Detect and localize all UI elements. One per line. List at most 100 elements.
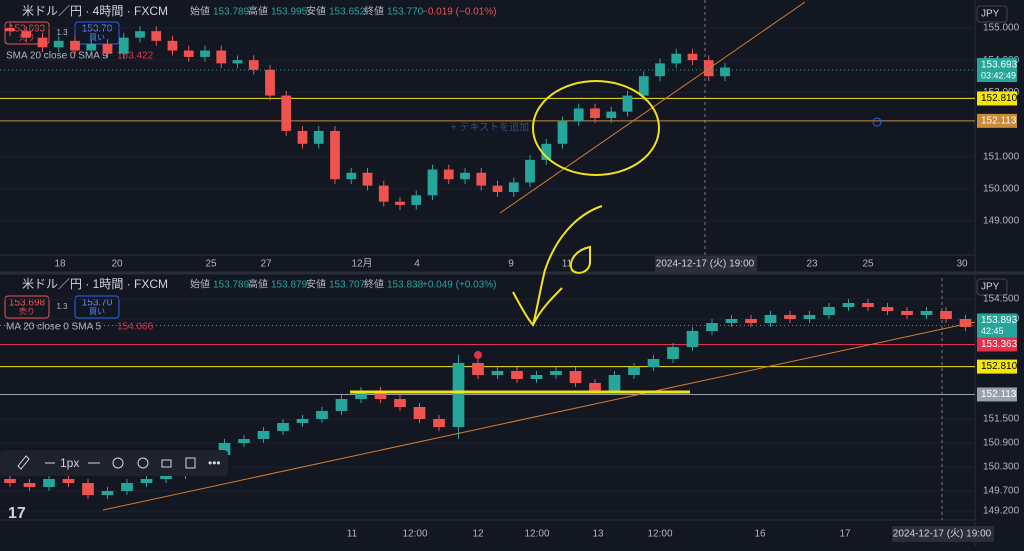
x-tick-label: 9 xyxy=(508,259,514,270)
more-icon[interactable]: ••• xyxy=(208,456,221,470)
candle-body xyxy=(378,185,389,202)
ohlc-value: 153.707 xyxy=(329,280,366,291)
candle-body xyxy=(238,439,250,443)
buy-button[interactable] xyxy=(74,21,120,45)
candle-body xyxy=(667,347,679,359)
candle-body xyxy=(764,315,777,323)
x-tick-label: 12:00 xyxy=(647,529,672,540)
spread: 1.3 xyxy=(56,28,68,37)
candle-body xyxy=(281,95,292,131)
x-tick-label: 4 xyxy=(414,259,420,270)
candle-body xyxy=(686,331,699,347)
indicator-value: 154.066 xyxy=(117,322,154,333)
candle-body xyxy=(297,130,308,144)
ohlc-name: 安値 xyxy=(306,278,326,291)
candle-body xyxy=(160,475,172,479)
ohlc-name: 高値 xyxy=(248,278,268,291)
buy-label: 買い xyxy=(89,33,105,42)
candle-body xyxy=(86,44,97,51)
candle-body xyxy=(296,419,309,423)
ohlc-value: 153.770 xyxy=(387,7,424,18)
candle-body xyxy=(37,37,48,48)
y-tick-label: 149.200 xyxy=(983,506,1020,517)
candle-body xyxy=(330,130,340,180)
x-tick-label: 25 xyxy=(205,259,217,270)
line-width[interactable]: 1px xyxy=(60,456,79,470)
sell-price: 153.693 xyxy=(9,24,46,35)
candle-body xyxy=(589,383,601,391)
candle-body xyxy=(491,371,504,375)
x-tick-label: 30 xyxy=(956,259,968,270)
candle-body xyxy=(608,375,621,391)
candle-body xyxy=(216,50,227,64)
x-tick-label: 12:00 xyxy=(402,529,427,540)
countdown: 42:45 xyxy=(981,326,1004,336)
x-tick-label: 18 xyxy=(54,259,66,270)
y-tick-label: 151.500 xyxy=(983,414,1020,425)
candle-body xyxy=(745,319,757,323)
current-price-badge xyxy=(977,313,1017,338)
candle-body xyxy=(557,121,568,144)
symbol-title: 米ドル／円 · 1時間 · FXCM xyxy=(22,277,168,291)
currency-button[interactable] xyxy=(976,5,1008,23)
current-price: 153.693 xyxy=(981,60,1018,71)
candle-body xyxy=(218,443,231,455)
buy-label: 買い xyxy=(89,307,105,316)
candle-body xyxy=(82,483,94,495)
currency-button[interactable] xyxy=(976,278,1008,296)
candle-body xyxy=(901,311,913,315)
symbol-title: 米ドル／円 · 4時間 · FXCM xyxy=(22,4,168,18)
candle-body xyxy=(622,95,633,112)
buy-price: 153.70 xyxy=(82,24,113,35)
x-tick-label: 12月 xyxy=(351,258,372,270)
x-tick-label: 20 xyxy=(111,259,123,270)
pen-icon[interactable] xyxy=(17,455,30,470)
candle-body xyxy=(140,479,153,483)
delete-icon[interactable] xyxy=(185,457,196,469)
candle-body xyxy=(151,31,162,41)
level-badge xyxy=(977,91,1017,106)
sell-button[interactable] xyxy=(4,295,50,319)
candle-body xyxy=(842,303,855,307)
alert-icon[interactable] xyxy=(137,457,149,469)
candle-body xyxy=(647,359,660,367)
candle-body xyxy=(313,130,324,144)
sell-price: 153.698 xyxy=(9,298,46,309)
level-badge xyxy=(977,359,1017,374)
currency: JPY xyxy=(981,9,1000,20)
buy-button[interactable] xyxy=(74,295,120,319)
candle-body xyxy=(23,483,36,487)
sell-button[interactable] xyxy=(4,21,50,45)
candle-body xyxy=(394,399,406,407)
candle-body xyxy=(862,303,874,307)
candle-body xyxy=(395,201,405,205)
candle-body xyxy=(21,31,32,38)
candle-body xyxy=(823,307,835,315)
candle-body xyxy=(460,172,470,180)
cursor-label-bg xyxy=(892,526,994,542)
settings-icon[interactable] xyxy=(112,457,124,469)
candle-body xyxy=(433,419,445,427)
current-price: 153.893 xyxy=(981,315,1018,326)
candle-body xyxy=(550,371,562,375)
candle-body xyxy=(530,375,543,379)
candle-body xyxy=(590,108,600,119)
spread: 1.3 xyxy=(56,302,68,311)
candle-body xyxy=(784,315,796,319)
ohlc-value: 153.789 xyxy=(213,280,250,291)
candle-body xyxy=(101,491,114,495)
level-label: 152.113 xyxy=(981,116,1017,127)
level-badge xyxy=(977,113,1017,128)
candle-body xyxy=(232,60,243,64)
lock-icon[interactable] xyxy=(161,459,172,468)
candle-body xyxy=(53,40,64,48)
countdown: 03:42:49 xyxy=(981,70,1016,80)
indicator: MA 20 close 0 SMA 5 xyxy=(6,322,101,333)
candle-body xyxy=(508,182,519,193)
watermark: + テキストを追加 xyxy=(451,121,529,134)
x-tick-label: 25 xyxy=(862,259,874,270)
candle-body xyxy=(671,53,682,64)
x-tick-label: 23 xyxy=(806,259,818,270)
